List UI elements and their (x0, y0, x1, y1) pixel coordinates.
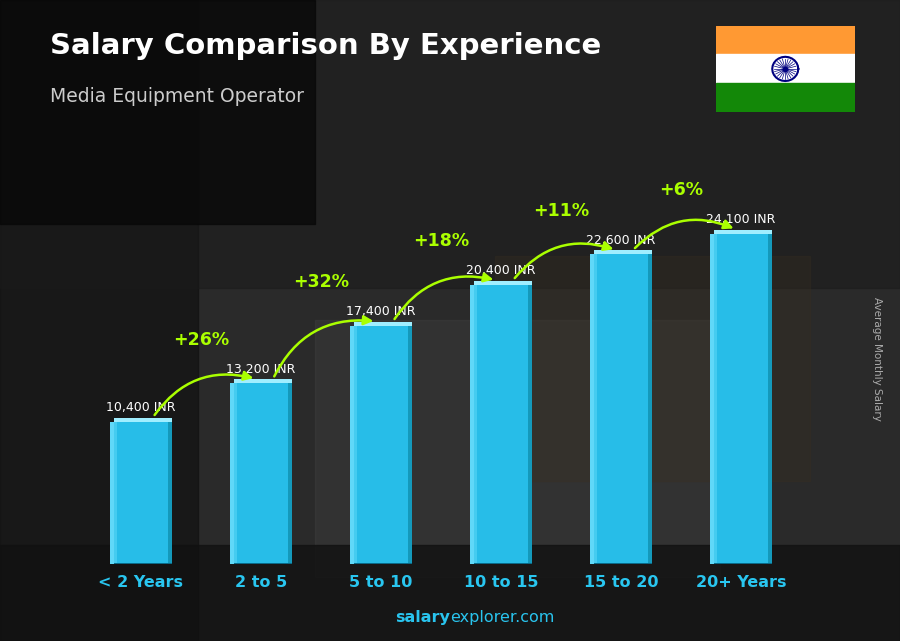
Polygon shape (234, 383, 237, 564)
Polygon shape (594, 254, 649, 564)
Text: +6%: +6% (659, 181, 703, 199)
Bar (716, 26, 855, 54)
Polygon shape (409, 326, 412, 564)
Polygon shape (649, 254, 652, 564)
Bar (716, 54, 855, 83)
Polygon shape (114, 563, 172, 564)
FancyArrowPatch shape (274, 316, 371, 376)
Text: 20,400 INR: 20,400 INR (466, 264, 536, 277)
Text: 10,400 INR: 10,400 INR (106, 401, 176, 414)
Polygon shape (230, 383, 234, 564)
Polygon shape (710, 234, 715, 564)
Text: +26%: +26% (173, 331, 230, 349)
Polygon shape (355, 326, 356, 564)
Text: +11%: +11% (533, 202, 590, 220)
Polygon shape (715, 230, 772, 234)
Polygon shape (168, 422, 172, 564)
Polygon shape (114, 422, 117, 564)
Polygon shape (715, 563, 772, 564)
Polygon shape (474, 563, 532, 564)
Polygon shape (114, 417, 172, 422)
Polygon shape (590, 254, 594, 564)
Polygon shape (470, 285, 474, 564)
FancyArrowPatch shape (634, 220, 731, 248)
Bar (0, 0, 315, 224)
Polygon shape (350, 326, 355, 564)
Text: 17,400 INR: 17,400 INR (346, 305, 416, 318)
Polygon shape (234, 383, 289, 564)
FancyArrowPatch shape (155, 372, 251, 415)
Polygon shape (289, 383, 293, 564)
Polygon shape (715, 234, 769, 564)
Text: Salary Comparison By Experience: Salary Comparison By Experience (50, 32, 601, 60)
Polygon shape (474, 285, 528, 564)
Bar (0, 0, 198, 641)
Bar (0, 0, 900, 288)
FancyArrowPatch shape (394, 274, 490, 319)
Polygon shape (474, 281, 532, 285)
Polygon shape (234, 379, 292, 383)
Text: +32%: +32% (293, 273, 349, 291)
FancyArrowPatch shape (515, 242, 611, 278)
Polygon shape (114, 422, 168, 564)
Polygon shape (355, 322, 412, 326)
Bar (0, 545, 900, 641)
Polygon shape (355, 563, 412, 564)
Text: 22,600 INR: 22,600 INR (586, 234, 656, 247)
Bar (315, 320, 720, 577)
Text: salary: salary (395, 610, 450, 625)
Polygon shape (234, 563, 292, 564)
Text: Average Monthly Salary: Average Monthly Salary (872, 297, 883, 421)
Bar (495, 256, 810, 481)
Text: explorer.com: explorer.com (450, 610, 554, 625)
Polygon shape (594, 251, 652, 254)
Bar (716, 83, 855, 112)
Text: +18%: +18% (413, 232, 469, 250)
Polygon shape (528, 285, 532, 564)
Polygon shape (355, 326, 409, 564)
Text: Media Equipment Operator: Media Equipment Operator (50, 87, 303, 106)
Polygon shape (769, 234, 772, 564)
Polygon shape (594, 254, 597, 564)
Polygon shape (594, 563, 652, 564)
Polygon shape (715, 234, 716, 564)
Text: 13,200 INR: 13,200 INR (226, 363, 296, 376)
Text: 24,100 INR: 24,100 INR (706, 213, 776, 226)
Polygon shape (474, 285, 477, 564)
Polygon shape (110, 422, 114, 564)
